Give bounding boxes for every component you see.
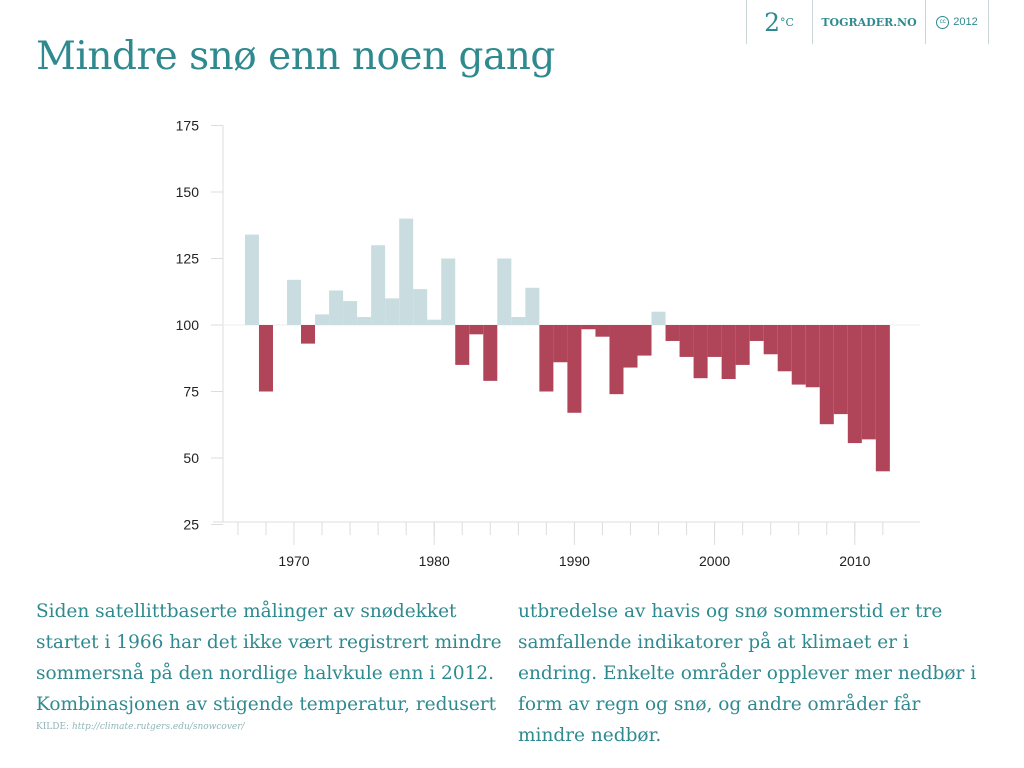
bar-1999 — [693, 325, 708, 379]
bar-2009 — [833, 325, 848, 415]
bar-1984 — [483, 325, 498, 381]
y-tick-label: 150 — [176, 184, 200, 200]
bar-1982 — [455, 325, 470, 365]
license: cc 2012 — [926, 0, 988, 44]
y-tick-label: 75 — [183, 384, 199, 400]
bar-2006 — [791, 325, 806, 385]
bar-1981 — [441, 258, 456, 325]
cc-icon: cc — [936, 15, 950, 29]
divider — [746, 0, 747, 44]
page-title: Mindre snø enn noen gang — [36, 34, 555, 79]
bar-1987 — [525, 287, 540, 325]
bar-1988 — [539, 325, 554, 392]
divider — [925, 0, 926, 44]
x-tick-label: 2000 — [699, 553, 730, 569]
bar-1998 — [679, 325, 694, 357]
bar-1967 — [244, 234, 259, 325]
bar-1972 — [315, 314, 330, 325]
bar-2011 — [861, 325, 876, 440]
bar-1970 — [287, 279, 302, 325]
logo-number: 2 — [764, 7, 780, 37]
bar-2005 — [777, 325, 792, 372]
bar-1990 — [567, 325, 582, 413]
source: KILDE: http://climate.rutgers.edu/snowco… — [36, 722, 245, 732]
bar-1979 — [413, 289, 428, 325]
bar-1996 — [651, 311, 666, 325]
y-tick-label: 125 — [176, 251, 200, 267]
bar-2000 — [707, 325, 722, 357]
bar-1980 — [427, 319, 442, 325]
bar-2007 — [805, 325, 820, 388]
logo-degree: °C — [779, 15, 794, 29]
bar-1971 — [301, 325, 316, 344]
logo[interactable]: 2 °C — [747, 0, 811, 44]
x-tick-label: 2010 — [839, 553, 870, 569]
bar-2004 — [763, 325, 778, 355]
bar-2010 — [847, 325, 862, 444]
bar-1973 — [329, 290, 344, 325]
divider — [812, 0, 813, 44]
source-label: KILDE: — [36, 722, 70, 732]
source-link[interactable]: http://climate.rutgers.edu/snowcover/ — [71, 722, 245, 732]
bar-chart: 25 50 75 100 125 150 175 1970 1980 1990 2000 2010 — [176, 118, 920, 569]
bar-1978 — [399, 218, 414, 325]
bar-1994 — [623, 325, 638, 368]
y-tick-label: 25 — [183, 517, 199, 533]
x-tick-label: 1980 — [419, 553, 450, 569]
bar-1985 — [497, 258, 512, 325]
bar-2001 — [721, 325, 736, 379]
bar-1997 — [665, 325, 680, 341]
bar-1976 — [371, 245, 386, 325]
bar-1977 — [385, 298, 400, 325]
bar-1986 — [511, 317, 526, 325]
bar-2008 — [819, 325, 834, 425]
bar-1968 — [258, 325, 273, 392]
bar-1992 — [595, 325, 610, 337]
x-tick-label: 1990 — [559, 553, 590, 569]
divider — [988, 0, 989, 44]
bar-1991 — [581, 325, 596, 330]
bar-1995 — [637, 325, 652, 356]
bar-1983 — [469, 325, 484, 335]
bar-2003 — [749, 325, 764, 341]
bar-2002 — [735, 325, 750, 365]
bar-1989 — [553, 325, 568, 363]
x-tick-label: 1970 — [278, 553, 309, 569]
body-text-right: utbredelse av havis og snø sommerstid er… — [518, 601, 977, 746]
body-text-left: Siden satellittbaserte målinger av snøde… — [36, 601, 502, 715]
y-tick-label: 50 — [183, 450, 199, 466]
bar-2012 — [875, 325, 890, 472]
bar-1975 — [357, 317, 372, 325]
license-year: 2012 — [953, 16, 978, 28]
site-link[interactable]: TOGRADER.NO — [821, 15, 917, 29]
bar-1974 — [343, 301, 358, 325]
y-tick-label: 100 — [176, 317, 200, 333]
y-tick-label: 175 — [176, 118, 200, 134]
bar-1993 — [609, 325, 624, 395]
